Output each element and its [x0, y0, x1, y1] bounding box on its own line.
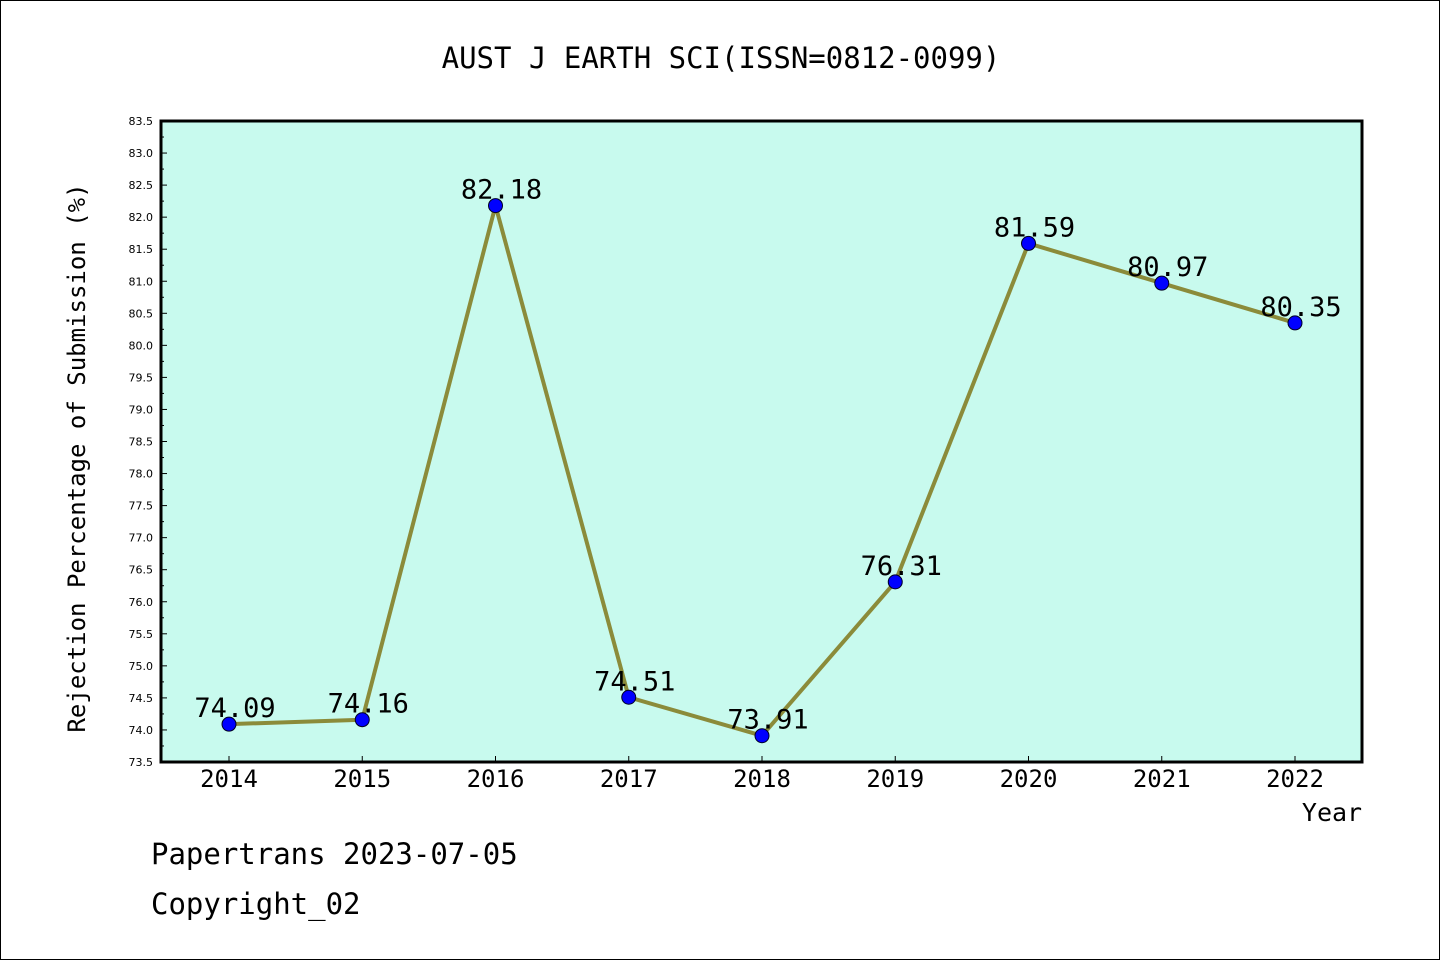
y-tick-label: 76.0	[129, 596, 154, 609]
data-label: 82.18	[461, 175, 542, 206]
data-point	[1154, 275, 1170, 291]
y-tick-label: 83.0	[129, 147, 154, 160]
x-tick-label: 2019	[866, 765, 924, 793]
x-tick-label: 2021	[1133, 765, 1191, 793]
data-point	[221, 716, 237, 732]
data-markers	[221, 198, 1303, 744]
plot-area	[159, 119, 1364, 764]
data-label: 73.91	[727, 705, 808, 736]
y-tick-label: 77.5	[129, 500, 154, 513]
y-tick-label: 77.0	[129, 532, 154, 545]
x-tick-label: 2020	[1000, 765, 1058, 793]
data-labels: 74.09 74.16 82.18 74.51 73.91 76.31 81.59 80.97…	[194, 175, 1341, 736]
series-line-segment	[626, 695, 764, 738]
y-axis: 73.5 74.0 74.5 75.0 75.5 76.0 76.5 77.0 77.5 78.0…	[129, 115, 167, 769]
x-tick-label: 2018	[733, 765, 791, 793]
y-axis-label: Rejection Percentage of Submission (%)	[63, 183, 91, 732]
y-tick-label: 81.5	[129, 243, 154, 256]
footer-copyright-text: Copyright_02	[151, 887, 361, 921]
data-point	[887, 574, 903, 590]
series-line-group	[227, 203, 1297, 738]
data-point	[1287, 315, 1303, 331]
y-tick-label: 79.0	[129, 403, 154, 416]
data-label: 76.31	[861, 551, 942, 582]
chart-title: AUST J EARTH SCI(ISSN=0812-0099)	[442, 41, 1001, 75]
x-tick-label: 2015	[333, 765, 391, 793]
footer-date-text: Papertrans 2023-07-05	[151, 837, 518, 871]
y-tick-label: 78.5	[129, 436, 154, 449]
y-tick-label: 75.5	[129, 628, 154, 641]
y-tick-label: 82.0	[129, 211, 154, 224]
x-tick-label: 2014	[200, 765, 258, 793]
series-line-segment	[760, 579, 898, 738]
y-tick-label: 76.5	[129, 564, 154, 577]
y-tick-label: 82.5	[129, 179, 154, 192]
x-tick-label: 2017	[600, 765, 658, 793]
y-tick-label: 80.5	[129, 307, 154, 320]
y-tick-label: 78.0	[129, 468, 154, 481]
data-label: 74.09	[194, 693, 275, 724]
x-tick-label: 2022	[1266, 765, 1324, 793]
series-line-segment	[1026, 241, 1164, 286]
data-point	[354, 712, 370, 728]
y-tick-label: 81.0	[129, 275, 154, 288]
y-tick-label: 79.5	[129, 371, 154, 384]
data-point	[621, 689, 637, 705]
x-tick-label: 2016	[467, 765, 525, 793]
series-line-segment	[893, 241, 1031, 584]
data-label: 74.16	[328, 689, 409, 720]
series-line-segment	[493, 203, 631, 700]
x-axis-label: Year	[1302, 798, 1362, 827]
y-tick-label: 75.0	[129, 660, 154, 673]
y-tick-label: 74.0	[129, 724, 154, 737]
series-line-segment	[360, 203, 498, 722]
data-label: 80.35	[1260, 292, 1341, 323]
y-tick-label: 73.5	[129, 756, 154, 769]
data-point	[1021, 235, 1036, 251]
series-line-segment	[227, 717, 365, 727]
data-label: 81.59	[994, 212, 1075, 243]
y-tick-label: 83.5	[129, 115, 154, 128]
y-tick-label: 80.0	[129, 339, 154, 352]
x-axis: 2014 2015 2016 2017 2018 2019 2020 2021 2022	[200, 756, 1324, 793]
y-tick-label: 74.5	[129, 692, 154, 705]
data-label: 80.97	[1127, 252, 1208, 283]
data-point	[754, 728, 770, 744]
data-point	[488, 198, 503, 214]
data-label: 74.51	[594, 666, 675, 697]
series-line-segment	[1159, 281, 1297, 325]
